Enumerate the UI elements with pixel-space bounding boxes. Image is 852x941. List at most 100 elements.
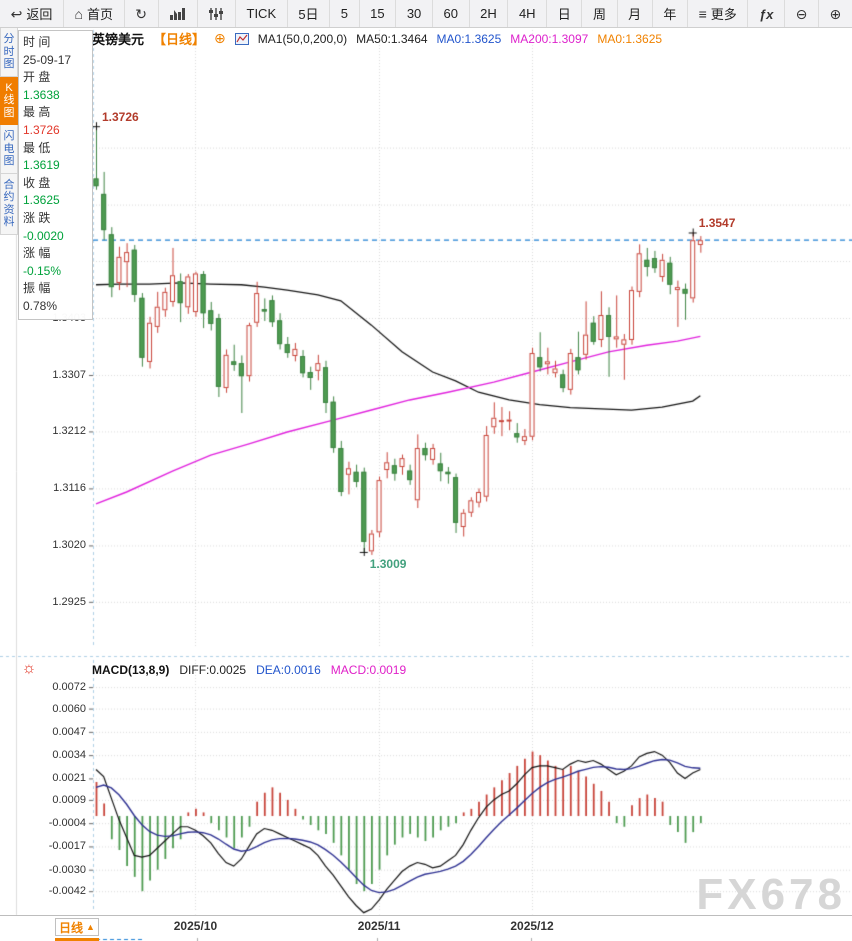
toolbar-period-month[interactable]: 月 (618, 0, 653, 27)
toolbar-zoom-in-icon[interactable]: ⊕ (819, 0, 852, 27)
info-label: 收 盘 (23, 175, 51, 190)
ma-settings[interactable]: MA1(50,0,200,0) (257, 31, 348, 46)
info-value: -0.0020 (23, 228, 64, 243)
price-annotation-1.3726: 1.3726 (102, 110, 139, 125)
sidebar-tab-flash-chart[interactable]: 闪电图 (0, 125, 18, 174)
toolbar-period-week[interactable]: 周 (582, 0, 618, 27)
date-axis-label: 2025/12 (510, 919, 554, 933)
macd-dea-value: DEA:0.0016 (256, 663, 321, 677)
toolbar-period-5d[interactable]: 5日 (288, 0, 331, 27)
home-icon: ⌂ (74, 5, 83, 22)
sidebar-tab-time-chart[interactable]: 分时图 (0, 28, 18, 77)
info-label: 涨 幅 (23, 246, 51, 261)
toolbar-label: 首页 (87, 7, 114, 22)
macd-axis-label: 0.0034 (52, 749, 86, 762)
toolbar-back[interactable]: ↩ 返回 (0, 0, 64, 27)
menu-icon: ≡ (698, 5, 707, 22)
info-label: 振 幅 (23, 281, 51, 296)
macd-axis-label: 0.0047 (52, 725, 86, 738)
toolbar-fx-indicator-icon[interactable]: ƒx (748, 0, 785, 27)
macd-axis-label: -0.0017 (48, 840, 86, 853)
toolbar-label: 月 (628, 7, 642, 22)
sidebar-tab-contract-info[interactable]: 合约资料 (0, 173, 18, 235)
compare-add-icon[interactable]: ⊕ (214, 30, 226, 46)
info-value: 1.3625 (23, 193, 60, 208)
toolbar-indicator-settings-icon[interactable] (198, 0, 236, 27)
toolbar-label: 30 (406, 6, 422, 21)
toolbar-period-2h[interactable]: 2H (470, 0, 509, 27)
toolbar-period-5m[interactable]: 5 (330, 0, 360, 27)
info-label: 开 盘 (23, 70, 51, 85)
toolbar-label: 4H (518, 6, 536, 21)
toolbar-period-15m[interactable]: 15 (360, 0, 397, 27)
macd-axis-label: -0.0042 (48, 885, 86, 898)
zoom-out-icon: ⊖ (795, 5, 808, 22)
ma50-value: MA50:1.3464 (356, 31, 428, 46)
info-label: 时 间 (23, 35, 51, 49)
macd-macd-value: MACD:0.0019 (330, 663, 407, 677)
chart-type-sidebar: 分时图 K线图 闪电图 合约资料 (0, 28, 18, 235)
price-annotation-1.3009: 1.3009 (369, 556, 407, 571)
toolbar-home[interactable]: ⌂ 首页 (64, 0, 125, 27)
info-value: 1.3726 (23, 122, 60, 137)
price-axis-label: 1.2925 (52, 595, 86, 608)
toolbar-period-30m[interactable]: 30 (396, 0, 433, 27)
macd-axis-label: 0.0060 (52, 702, 86, 715)
toolbar-period-day[interactable]: 日 (547, 0, 583, 27)
zoom-in-icon: ⊕ (829, 5, 842, 22)
macd-axis-label: -0.0030 (48, 863, 86, 876)
toolbar-label: 2H (480, 6, 497, 21)
price-axis-label: 1.3020 (52, 539, 86, 552)
toolbar-label: 60 (443, 6, 458, 21)
ohlc-info-panel: 时 间 25-09-17 开 盘 1.3638 最 高 1.3726 最 低 1.3619 收 … (18, 30, 93, 320)
toolbar-more[interactable]: ≡ 更多 (688, 0, 749, 27)
period-label: 【日线】 (153, 32, 206, 47)
macd-axis-label: 0.0021 (52, 772, 86, 785)
top-toolbar: ↩ 返回 ⌂ 首页 ↻ TICK 5日 5 15 30 60 2H 4H 日 周 月 年 ≡ 更多 ƒx ⊖ ⊕ (0, 0, 852, 28)
info-value: 1.3638 (23, 87, 60, 102)
period-selector-label: 日线 (59, 920, 84, 935)
info-label: 最 高 (23, 105, 51, 120)
toolbar-period-60m[interactable]: 60 (433, 0, 470, 27)
clipped-bottom-panel-fragment (55, 938, 99, 941)
price-annotation-1.3547: 1.3547 (698, 216, 736, 231)
period-selector-button[interactable]: 日线 ▲ (55, 918, 99, 936)
bar-chart-icon (169, 7, 186, 21)
sidebar-tab-kline-chart[interactable]: K线图 (0, 76, 18, 125)
toolbar-label: TICK (246, 6, 277, 21)
sliders-icon (208, 7, 224, 21)
indicator-settings-icon[interactable]: ☼ (21, 660, 37, 677)
toolbar-label: 周 (592, 7, 606, 22)
info-label: 涨 跌 (23, 210, 51, 225)
toolbar-period-tick[interactable]: TICK (236, 0, 288, 27)
chart-header: 英镑美元 【日线】 ⊕ MA1(50,0,200,0) MA50:1.3464 … (92, 29, 662, 48)
back-icon: ↩ (10, 5, 23, 22)
date-axis-label: 2025/11 (357, 919, 401, 933)
price-axis-label: 1.3116 (53, 482, 86, 495)
line-chart-icon[interactable] (234, 32, 249, 45)
toolbar-zoom-out-icon[interactable]: ⊖ (785, 0, 819, 27)
macd-axis-label: 0.0072 (52, 681, 86, 694)
toolbar-label: 5 (340, 6, 348, 21)
toolbar-label: 日 (557, 7, 571, 22)
toolbar-period-4h[interactable]: 4H (508, 0, 548, 27)
fx-icon: ƒx (758, 6, 774, 22)
info-value: 1.3619 (23, 158, 60, 173)
macd-title[interactable]: MACD(13,8,9) (92, 663, 170, 677)
macd-diff-value: DIFF:0.0025 (179, 663, 247, 677)
toolbar-label: 15 (370, 6, 385, 21)
toolbar-refresh-icon[interactable]: ↻ (125, 0, 159, 27)
symbol-name: 英镑美元 (92, 32, 145, 47)
macd-header: MACD(13,8,9) DIFF:0.0025 DEA:0.0016 MACD… (92, 663, 406, 677)
triangle-up-icon: ▲ (86, 922, 95, 932)
macd-axis-label: -0.0004 (48, 817, 86, 830)
ma0-blue-value: MA0:1.3625 (436, 31, 502, 46)
macd-axis-label: 0.0009 (52, 793, 86, 806)
toolbar-chart-type-icon[interactable] (159, 0, 198, 27)
info-value: 25-09-17 (23, 52, 72, 67)
toolbar-period-year[interactable]: 年 (653, 0, 688, 27)
info-value: -0.15% (23, 263, 62, 278)
date-axis-label: 2025/10 (173, 919, 218, 933)
toolbar-label: 更多 (710, 7, 737, 22)
